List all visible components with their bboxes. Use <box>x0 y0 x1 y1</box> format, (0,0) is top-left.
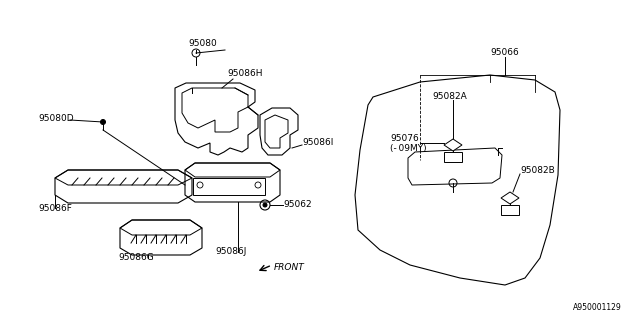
Polygon shape <box>444 139 462 151</box>
Text: 95086F: 95086F <box>38 204 72 212</box>
Text: A950001129: A950001129 <box>573 303 622 312</box>
Text: 95082A: 95082A <box>432 92 467 100</box>
Text: 95076: 95076 <box>390 133 419 142</box>
Text: 95080D: 95080D <box>38 114 74 123</box>
Text: 95086I: 95086I <box>302 138 333 147</box>
Text: 95080: 95080 <box>188 38 217 47</box>
Polygon shape <box>501 192 519 204</box>
Circle shape <box>263 203 267 207</box>
Text: 95062: 95062 <box>283 199 312 209</box>
Text: 95082B: 95082B <box>520 165 555 174</box>
Text: 95066: 95066 <box>490 47 519 57</box>
Polygon shape <box>446 140 460 150</box>
Circle shape <box>100 119 106 124</box>
Text: 95086G: 95086G <box>118 253 154 262</box>
Text: (- 09MY): (- 09MY) <box>390 143 427 153</box>
Text: 95086J: 95086J <box>215 247 246 257</box>
Text: FRONT: FRONT <box>274 262 305 271</box>
Polygon shape <box>503 193 517 203</box>
Text: 95086H: 95086H <box>227 68 262 77</box>
